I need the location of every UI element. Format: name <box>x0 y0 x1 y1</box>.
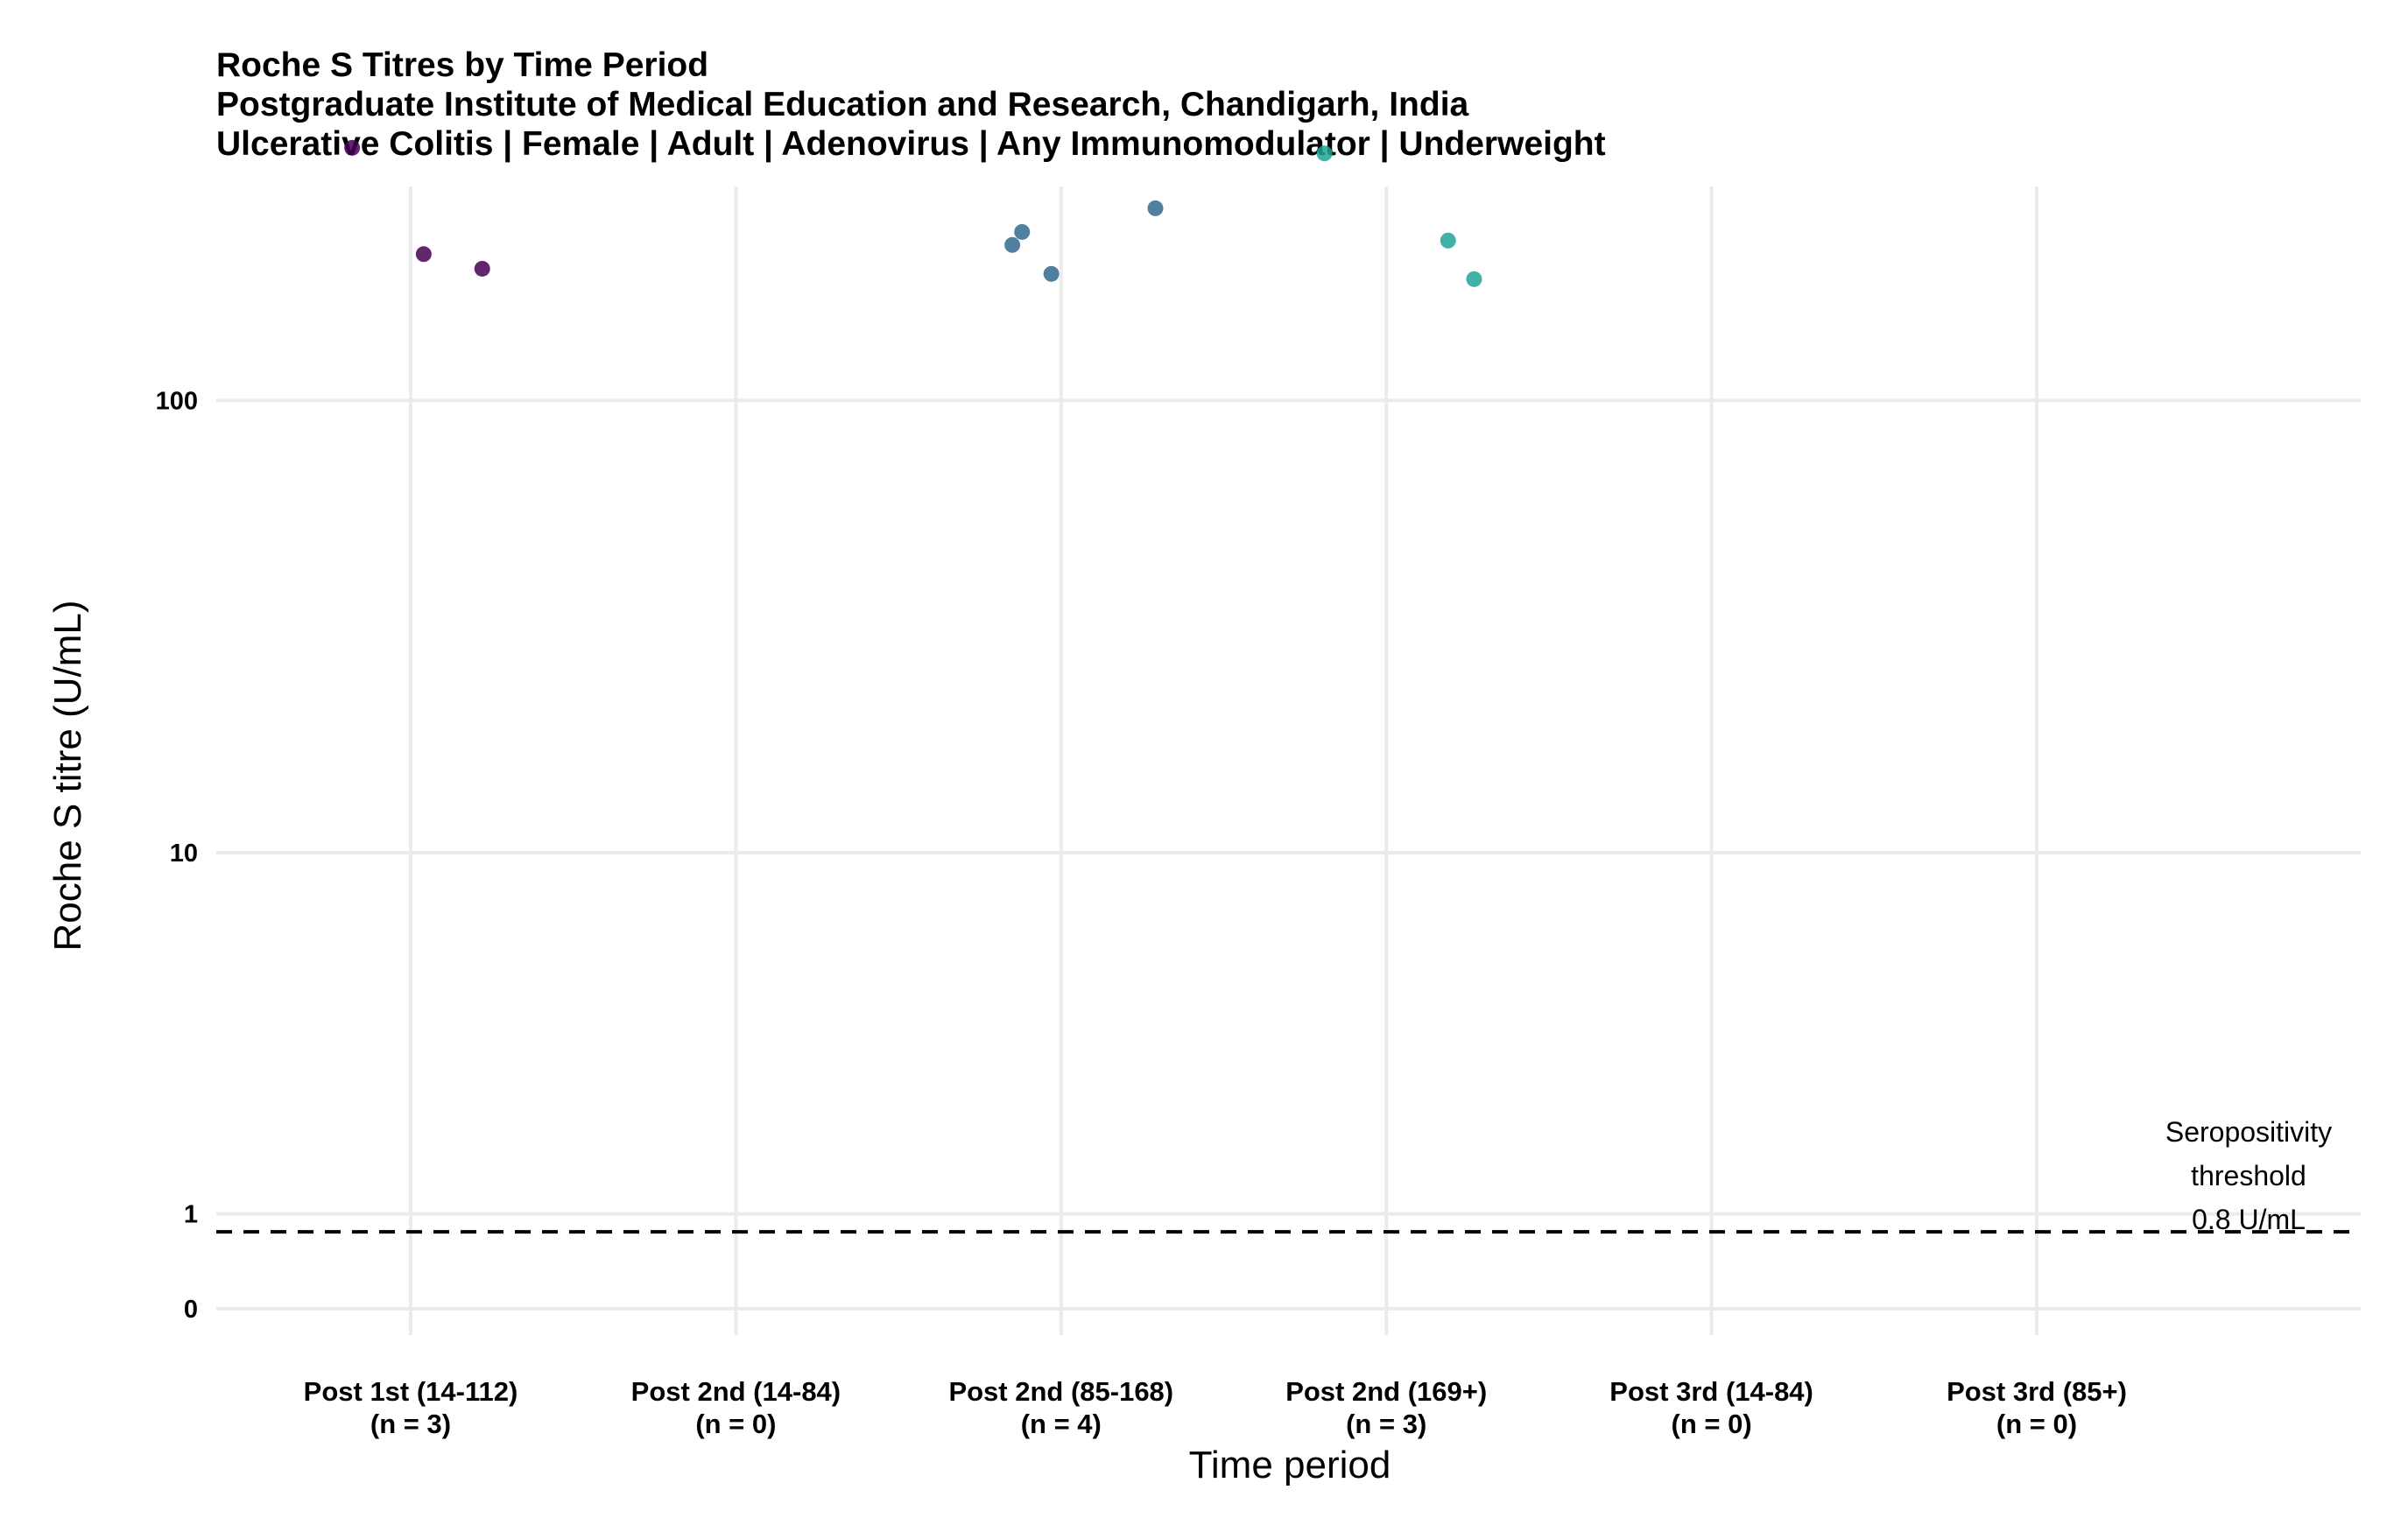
x-tick-label: Post 3rd (85+) <box>1947 1376 2127 1407</box>
chart-title: Roche S Titres by Time Period <box>216 46 709 84</box>
data-point <box>344 139 361 156</box>
threshold-annotation-line: Seropositivity <box>2165 1116 2332 1148</box>
x-tick-label: Post 2nd (169+) <box>1285 1376 1487 1407</box>
x-axis-title: Time period <box>1189 1444 1391 1486</box>
data-point <box>1014 223 1031 240</box>
threshold-annotation-line: threshold <box>2191 1160 2306 1191</box>
data-point <box>415 246 432 263</box>
data-points <box>344 139 1482 287</box>
threshold-annotation: Seropositivity threshold 0.8 U/mL <box>2165 1116 2332 1235</box>
data-point <box>474 260 490 277</box>
x-tick-label: Post 3rd (14-84) <box>1609 1376 1813 1407</box>
data-point <box>1466 271 1482 287</box>
x-tick-count-label: (n = 0) <box>1672 1409 1752 1439</box>
chart-subtitle-filters: Ulcerative Colitis | Female | Adult | Ad… <box>216 125 1606 163</box>
y-axis-title: Roche S titre (U/mL) <box>46 601 89 952</box>
y-gridlines <box>216 398 2361 1311</box>
y-tick-label: 100 <box>156 387 198 415</box>
x-tick-label: Post 2nd (14-84) <box>631 1376 841 1407</box>
data-point <box>1004 236 1021 253</box>
x-tick-label: Post 1st (14-112) <box>304 1376 518 1407</box>
x-tick-count-label: (n = 3) <box>1346 1409 1426 1439</box>
x-tick-count-label: (n = 0) <box>695 1409 776 1439</box>
chart-subtitle-institution: Postgraduate Institute of Medical Educat… <box>216 86 1469 123</box>
x-tick-labels: Post 1st (14-112)(n = 3)Post 2nd (14-84)… <box>304 1376 2127 1439</box>
x-tick-count-label: (n = 4) <box>1021 1409 1102 1439</box>
data-point <box>1440 232 1456 249</box>
threshold-annotation-line: 0.8 U/mL <box>2192 1204 2306 1235</box>
y-tick-label: 10 <box>170 840 198 868</box>
x-tick-count-label: (n = 3) <box>370 1409 451 1439</box>
data-point <box>1043 265 1060 282</box>
y-tick-label: 1 <box>184 1201 198 1229</box>
chart-titles: Roche S Titres by Time Period Postgradua… <box>216 46 1606 164</box>
x-tick-count-label: (n = 0) <box>1996 1409 2077 1439</box>
y-tick-labels: 0110100100010000100000250000 <box>156 387 198 1324</box>
x-gridlines <box>409 186 2038 1335</box>
x-tick-label: Post 2nd (85-168) <box>948 1376 1173 1407</box>
data-point <box>1147 200 1164 216</box>
y-tick-label: 0 <box>184 1296 198 1324</box>
data-point <box>1316 145 1333 162</box>
